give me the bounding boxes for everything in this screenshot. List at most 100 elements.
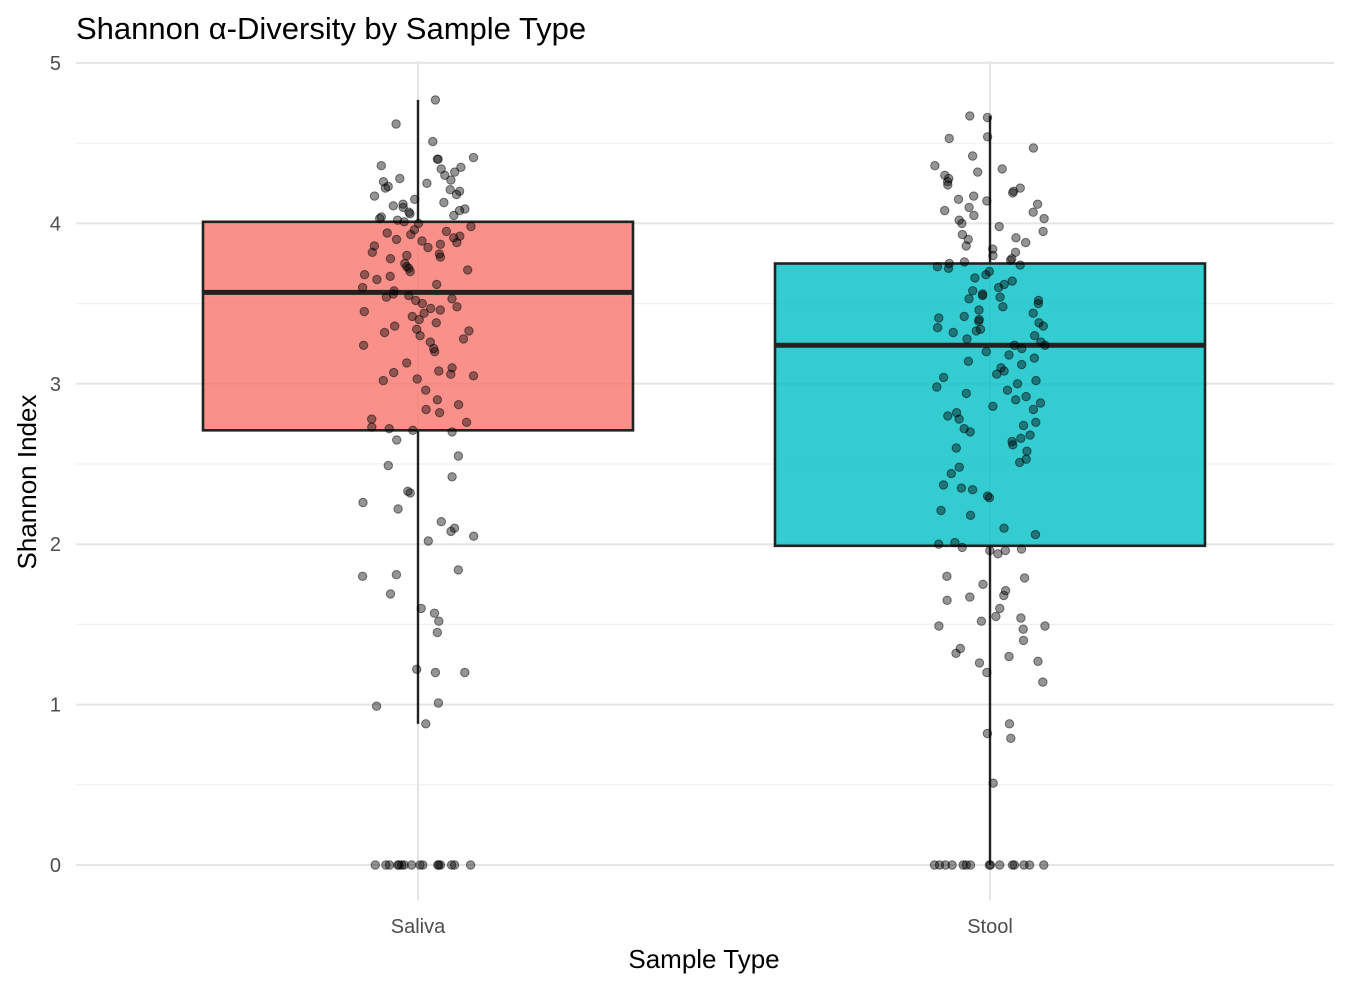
- data-point: [964, 294, 974, 304]
- data-point: [399, 860, 409, 870]
- data-point: [1004, 719, 1015, 729]
- data-point: [984, 860, 995, 870]
- data-point: [984, 493, 995, 503]
- data-point: [383, 460, 393, 471]
- data-point: [452, 237, 462, 248]
- x-tick-label: Saliva: [391, 916, 446, 938]
- data-point: [999, 523, 1009, 533]
- data-point: [1002, 385, 1013, 395]
- data-point: [385, 271, 395, 281]
- data-point: [434, 408, 445, 418]
- data-point: [367, 247, 377, 258]
- data-point: [385, 254, 396, 264]
- data-point: [965, 510, 976, 520]
- data-point: [435, 305, 445, 315]
- data-point: [1030, 529, 1041, 540]
- data-point: [393, 504, 403, 514]
- data-point: [1033, 656, 1043, 666]
- data-point: [446, 526, 456, 537]
- data-point: [417, 298, 427, 309]
- data-point: [981, 270, 991, 280]
- y-tick-label: 3: [50, 374, 61, 396]
- data-point: [450, 167, 460, 177]
- data-point: [942, 571, 952, 581]
- data-point: [394, 860, 404, 870]
- data-point: [469, 531, 479, 541]
- data-point: [412, 374, 422, 384]
- data-point: [1011, 233, 1021, 243]
- data-point: [1017, 359, 1027, 370]
- data-point: [371, 701, 382, 711]
- data-point: [460, 667, 470, 678]
- data-point: [938, 372, 949, 383]
- data-point: [381, 292, 392, 302]
- data-point: [440, 170, 450, 181]
- data-point: [958, 860, 968, 870]
- data-point: [447, 427, 457, 437]
- data-point: [430, 667, 441, 678]
- data-point: [441, 226, 452, 237]
- data-point: [359, 306, 369, 317]
- data-point: [965, 860, 976, 870]
- data-point: [431, 318, 441, 328]
- box-body: [201, 220, 635, 432]
- data-point: [419, 308, 429, 318]
- data-point: [436, 517, 446, 527]
- data-point: [447, 294, 457, 304]
- data-point: [376, 161, 386, 171]
- data-point: [464, 326, 474, 336]
- data-point: [449, 210, 459, 221]
- data-point: [418, 860, 428, 870]
- data-point: [938, 480, 949, 490]
- data-point: [359, 270, 370, 280]
- data-point: [402, 250, 412, 261]
- data-point: [432, 627, 442, 638]
- data-point: [452, 302, 462, 312]
- data-point: [1019, 860, 1029, 870]
- data-point: [451, 189, 462, 200]
- data-point: [1017, 343, 1027, 354]
- y-tick-label: 5: [50, 53, 61, 75]
- data-point: [995, 860, 1005, 870]
- data-point: [967, 485, 978, 495]
- data-point: [430, 95, 441, 105]
- data-point: [430, 347, 440, 357]
- data-point: [369, 191, 380, 201]
- data-point: [963, 356, 974, 366]
- data-point: [434, 616, 444, 626]
- data-point: [415, 860, 425, 870]
- data-point: [973, 167, 983, 177]
- data-point: [1033, 298, 1044, 309]
- data-point: [402, 358, 412, 368]
- data-point: [380, 183, 391, 193]
- data-point: [932, 323, 943, 333]
- data-point: [465, 860, 476, 870]
- data-point: [434, 366, 444, 376]
- data-point: [951, 648, 961, 658]
- data-point: [408, 425, 418, 435]
- data-point: [1031, 417, 1041, 427]
- data-point: [982, 112, 993, 123]
- data-point: [988, 250, 998, 261]
- data-point: [982, 728, 993, 739]
- data-point: [453, 565, 463, 575]
- y-tick-label: 1: [50, 695, 61, 717]
- data-point: [449, 233, 459, 243]
- data-point: [463, 265, 473, 275]
- data-point: [999, 279, 1009, 290]
- data-point: [357, 571, 368, 581]
- data-point: [1038, 321, 1049, 331]
- data-point: [995, 603, 1005, 614]
- data-point: [1015, 457, 1025, 468]
- data-point: [1028, 143, 1039, 153]
- data-point: [959, 257, 970, 267]
- data-point: [453, 451, 464, 461]
- data-point: [417, 236, 427, 246]
- data-point: [948, 327, 958, 338]
- data-point: [1035, 398, 1046, 408]
- boxes-layer: [201, 99, 1207, 865]
- data-point: [1039, 213, 1049, 224]
- chart-title: Shannon α-Diversity by Sample Type: [76, 11, 586, 46]
- data-point: [956, 483, 967, 493]
- data-point: [446, 860, 457, 870]
